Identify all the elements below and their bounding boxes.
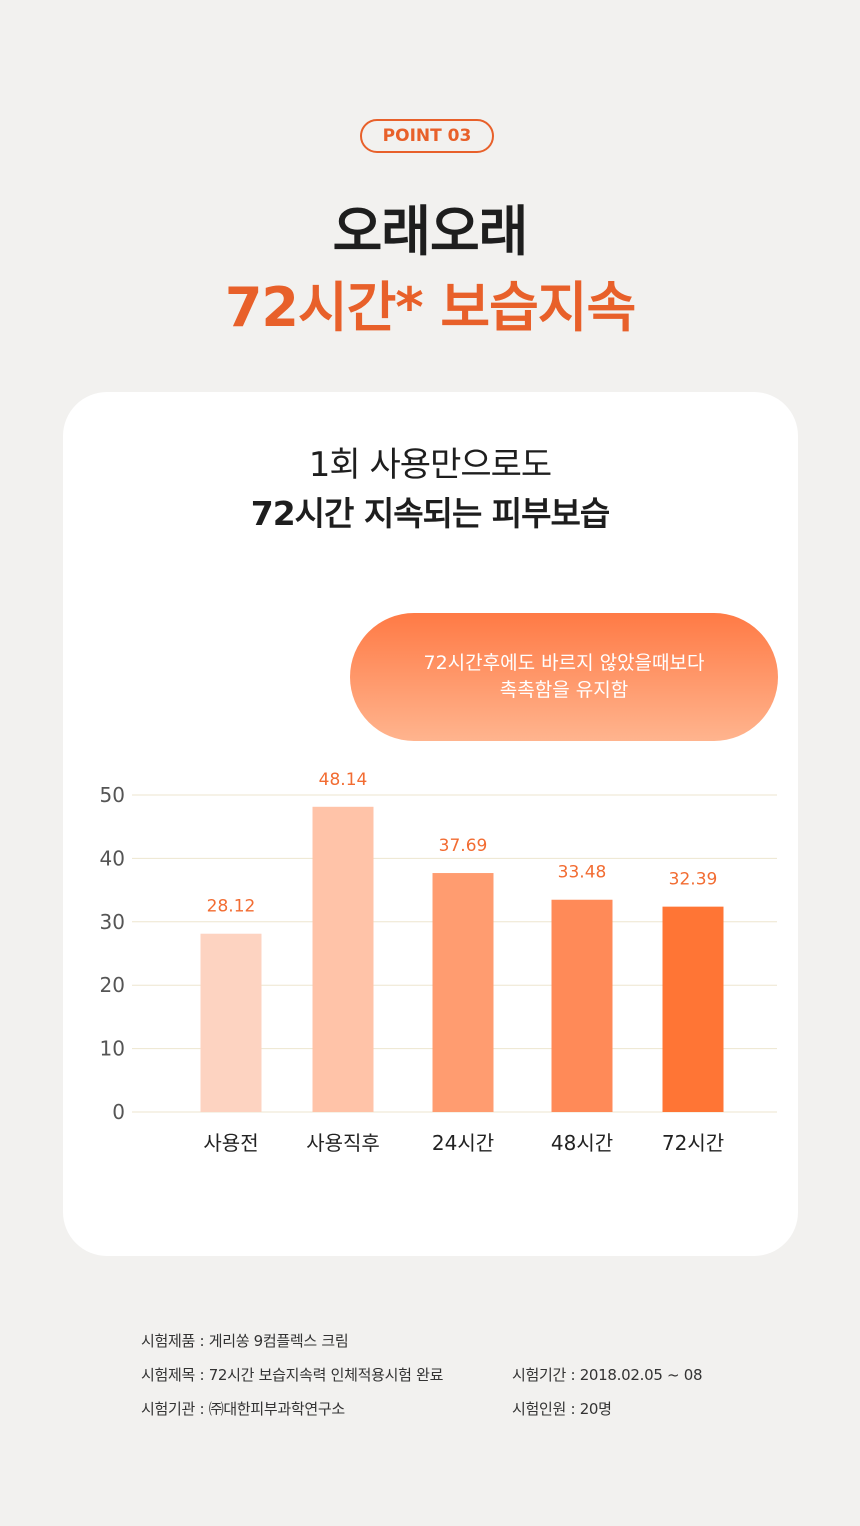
- note-people: 시험인원 : 20명: [512, 1400, 612, 1418]
- headline-line1: 오래오래: [332, 200, 529, 263]
- callout-line1: 72시간후에도 바르지 않았을때보다: [423, 652, 705, 674]
- y-tick-label: 0: [112, 1100, 125, 1124]
- data-label: 32.39: [669, 870, 718, 890]
- callout-line2: 촉촉함을 유지함: [499, 679, 629, 701]
- y-tick-label: 20: [100, 973, 125, 997]
- card-subtitle-1: 1회 사용만으로도: [308, 445, 552, 485]
- bar-chart: 0 10 20 30 40 50 28.12 사용전 48.14 사용직후 37.69 24시간 33.…: [100, 770, 777, 1155]
- point-badge: POINT 03: [360, 119, 494, 153]
- data-label: 33.48: [558, 863, 607, 883]
- note-period: 시험기간 : 2018.02.05 ~ 08: [512, 1366, 703, 1384]
- x-tick-label: 72시간: [662, 1131, 724, 1155]
- data-label: 28.12: [207, 897, 256, 917]
- x-tick-label: 사용전: [203, 1131, 258, 1155]
- y-tick-label: 40: [100, 846, 125, 870]
- y-tick-label: 30: [100, 910, 125, 934]
- card-subtitle-2: 72시간 지속되는 피부보습: [250, 494, 611, 533]
- x-tick-label: 사용직후: [306, 1131, 380, 1155]
- headline-line2: 72시간* 보습지속: [224, 276, 636, 339]
- y-tick-label: 10: [100, 1037, 125, 1061]
- bar: [662, 906, 724, 1112]
- note-product: 시험제품 : 게리쏭 9컴플렉스 크림: [141, 1332, 349, 1350]
- data-label: 48.14: [319, 770, 368, 790]
- bar: [432, 873, 494, 1112]
- bar: [200, 933, 262, 1112]
- data-label: 37.69: [439, 836, 488, 856]
- bar: [312, 806, 374, 1112]
- callout-bubble: 72시간후에도 바르지 않았을때보다 촉촉함을 유지함: [350, 613, 778, 741]
- note-title: 시험제목 : 72시간 보습지속력 인체적용시험 완료: [141, 1366, 444, 1384]
- x-tick-label: 48시간: [551, 1131, 613, 1155]
- note-org: 시험기관 : ㈜대한피부과학연구소: [141, 1400, 345, 1418]
- x-tick-label: 24시간: [432, 1131, 494, 1155]
- y-tick-label: 50: [100, 783, 125, 807]
- bar: [551, 899, 613, 1112]
